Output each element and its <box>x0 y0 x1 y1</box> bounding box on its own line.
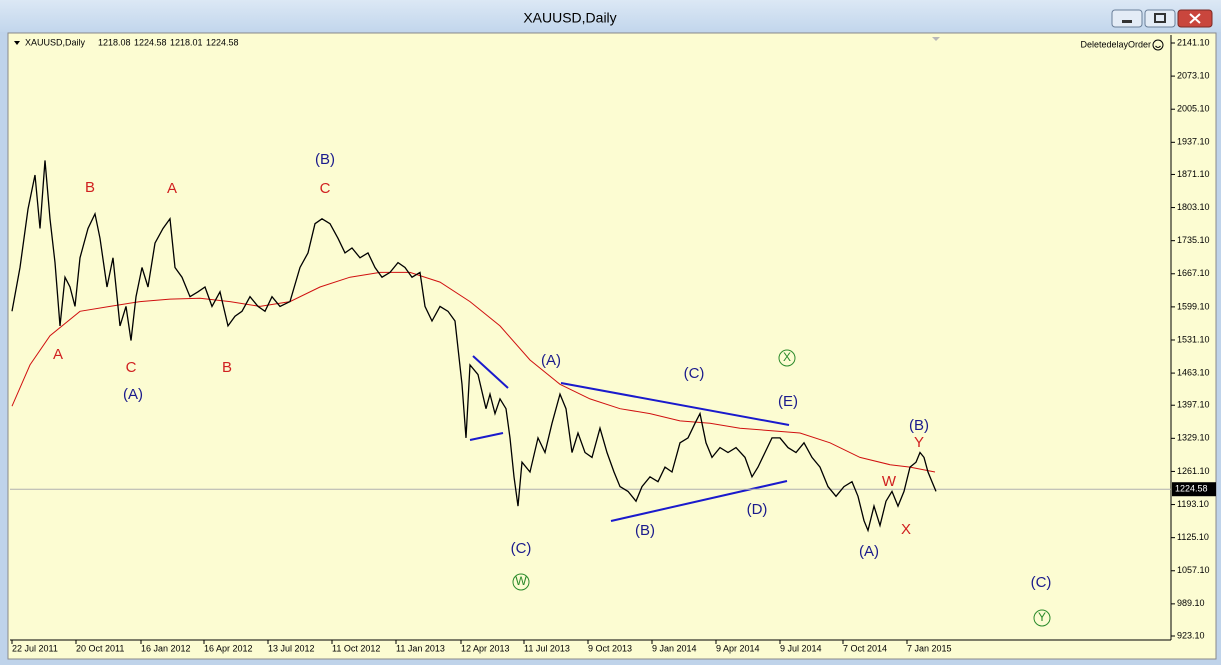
trendlines <box>469 355 790 522</box>
chart-area <box>7 32 1217 660</box>
trendline <box>472 355 509 389</box>
y-tick-label: 1057.10 <box>1177 565 1210 575</box>
wave-label: (B) <box>635 522 655 539</box>
last-price-box <box>1172 482 1216 497</box>
y-tick-label: 989.10 <box>1177 598 1205 608</box>
wave-label: (A) <box>859 543 879 560</box>
window-title: XAUUSD,Daily <box>523 10 616 26</box>
expert-label: DeletedelayOrder <box>1080 39 1151 49</box>
trendline <box>469 432 504 441</box>
y-tick-label: 1261.10 <box>1177 466 1210 476</box>
x-tick-label: 7 Oct 2014 <box>843 643 887 653</box>
x-tick-label: 22 Jul 2011 <box>12 643 58 653</box>
wave-circles <box>512 349 1051 627</box>
y-tick-label: 2005.10 <box>1177 104 1210 114</box>
wave-label: X <box>783 350 791 364</box>
maximize-icon <box>1154 13 1166 23</box>
wave-label: (D) <box>747 501 768 518</box>
ohlc-high: 1224.58 <box>134 37 167 47</box>
y-tick-label: 1667.10 <box>1177 268 1210 278</box>
y-tick-label: 1329.10 <box>1177 433 1210 443</box>
wave-label: W <box>515 574 527 588</box>
wave-label: (B) <box>909 417 929 434</box>
x-tick-label: 7 Jan 2015 <box>907 643 952 653</box>
wave-label: (A) <box>541 352 561 369</box>
y-tick-label: 1735.10 <box>1177 235 1210 245</box>
wave-label: B <box>222 359 232 376</box>
wave-label: (B) <box>315 151 335 168</box>
wave-label: X <box>901 521 911 538</box>
wave-circle <box>512 573 530 591</box>
x-tick-label: 11 Jan 2013 <box>396 643 445 653</box>
y-tick-label: 1531.10 <box>1177 334 1210 344</box>
x-tick-label: 16 Apr 2012 <box>204 643 253 653</box>
maximize-button[interactable] <box>1144 9 1176 28</box>
y-tick-label: 2073.10 <box>1177 70 1210 80</box>
header-arrow <box>14 41 20 45</box>
wave-label: (A) <box>123 386 143 403</box>
wave-circle <box>1033 609 1051 627</box>
smiley <box>1152 39 1164 51</box>
shift-marker <box>932 37 940 41</box>
x-tick-label: 16 Jan 2012 <box>141 643 191 653</box>
trendline <box>560 382 790 426</box>
x-tick-label: 11 Oct 2012 <box>332 643 380 653</box>
x-tick-label: 9 Jul 2014 <box>780 643 822 653</box>
wave-label: C <box>126 359 137 376</box>
symbol-label: XAUUSD,Daily <box>25 37 86 47</box>
y-tick-label: 1463.10 <box>1177 367 1210 377</box>
x-tick-label: 11 Jul 2013 <box>524 643 570 653</box>
wave-label: C <box>320 180 331 197</box>
y-tick-label: 1193.10 <box>1177 499 1209 509</box>
ohlc-open: 1218.08 <box>98 37 131 47</box>
wave-circle <box>778 349 796 367</box>
wave-label: B <box>85 179 95 196</box>
y-tick-label: 1599.10 <box>1177 301 1210 311</box>
series-line <box>11 160 937 533</box>
x-tick-label: 20 Oct 2011 <box>76 643 124 653</box>
wave-label: (E) <box>778 393 798 410</box>
x-tick-label: 9 Apr 2014 <box>716 643 760 653</box>
ohlc-low: 1218.01 <box>170 37 203 47</box>
y-tick-label: 923.10 <box>1177 630 1205 640</box>
x-tick-label: 12 Apr 2013 <box>461 643 510 653</box>
wave-label: (C) <box>1031 574 1052 591</box>
y-tick-label: 1125.10 <box>1177 532 1209 542</box>
y-tick-label: 2141.10 <box>1177 37 1210 47</box>
x-tick-label: 13 Jul 2012 <box>268 643 315 653</box>
last-price-label: 1224.58 <box>1175 484 1208 494</box>
close-icon <box>1189 13 1201 24</box>
title-bar <box>0 0 1221 32</box>
x-tick-label: 9 Oct 2013 <box>588 643 632 653</box>
ohlc-close: 1224.58 <box>206 37 239 47</box>
wave-label: Y <box>1038 610 1046 624</box>
y-tick-label: 1397.10 <box>1177 400 1210 410</box>
trendline <box>610 480 788 522</box>
y-tick-label: 1937.10 <box>1177 137 1210 147</box>
y-tick-label: 1803.10 <box>1177 202 1210 212</box>
window-buttons <box>1111 9 1213 28</box>
wave-label: W <box>882 473 897 490</box>
minimize-button[interactable] <box>1111 9 1143 28</box>
wave-label: (C) <box>684 365 705 382</box>
wave-label: A <box>53 346 63 363</box>
x-tick-label: 9 Jan 2014 <box>652 643 697 653</box>
series-line <box>11 271 936 473</box>
minimize-icon <box>1122 20 1132 23</box>
wave-label: A <box>167 180 177 197</box>
wave-label: (C) <box>511 540 532 557</box>
y-tick-label: 1871.10 <box>1177 169 1210 179</box>
wave-label: Y <box>914 434 924 451</box>
